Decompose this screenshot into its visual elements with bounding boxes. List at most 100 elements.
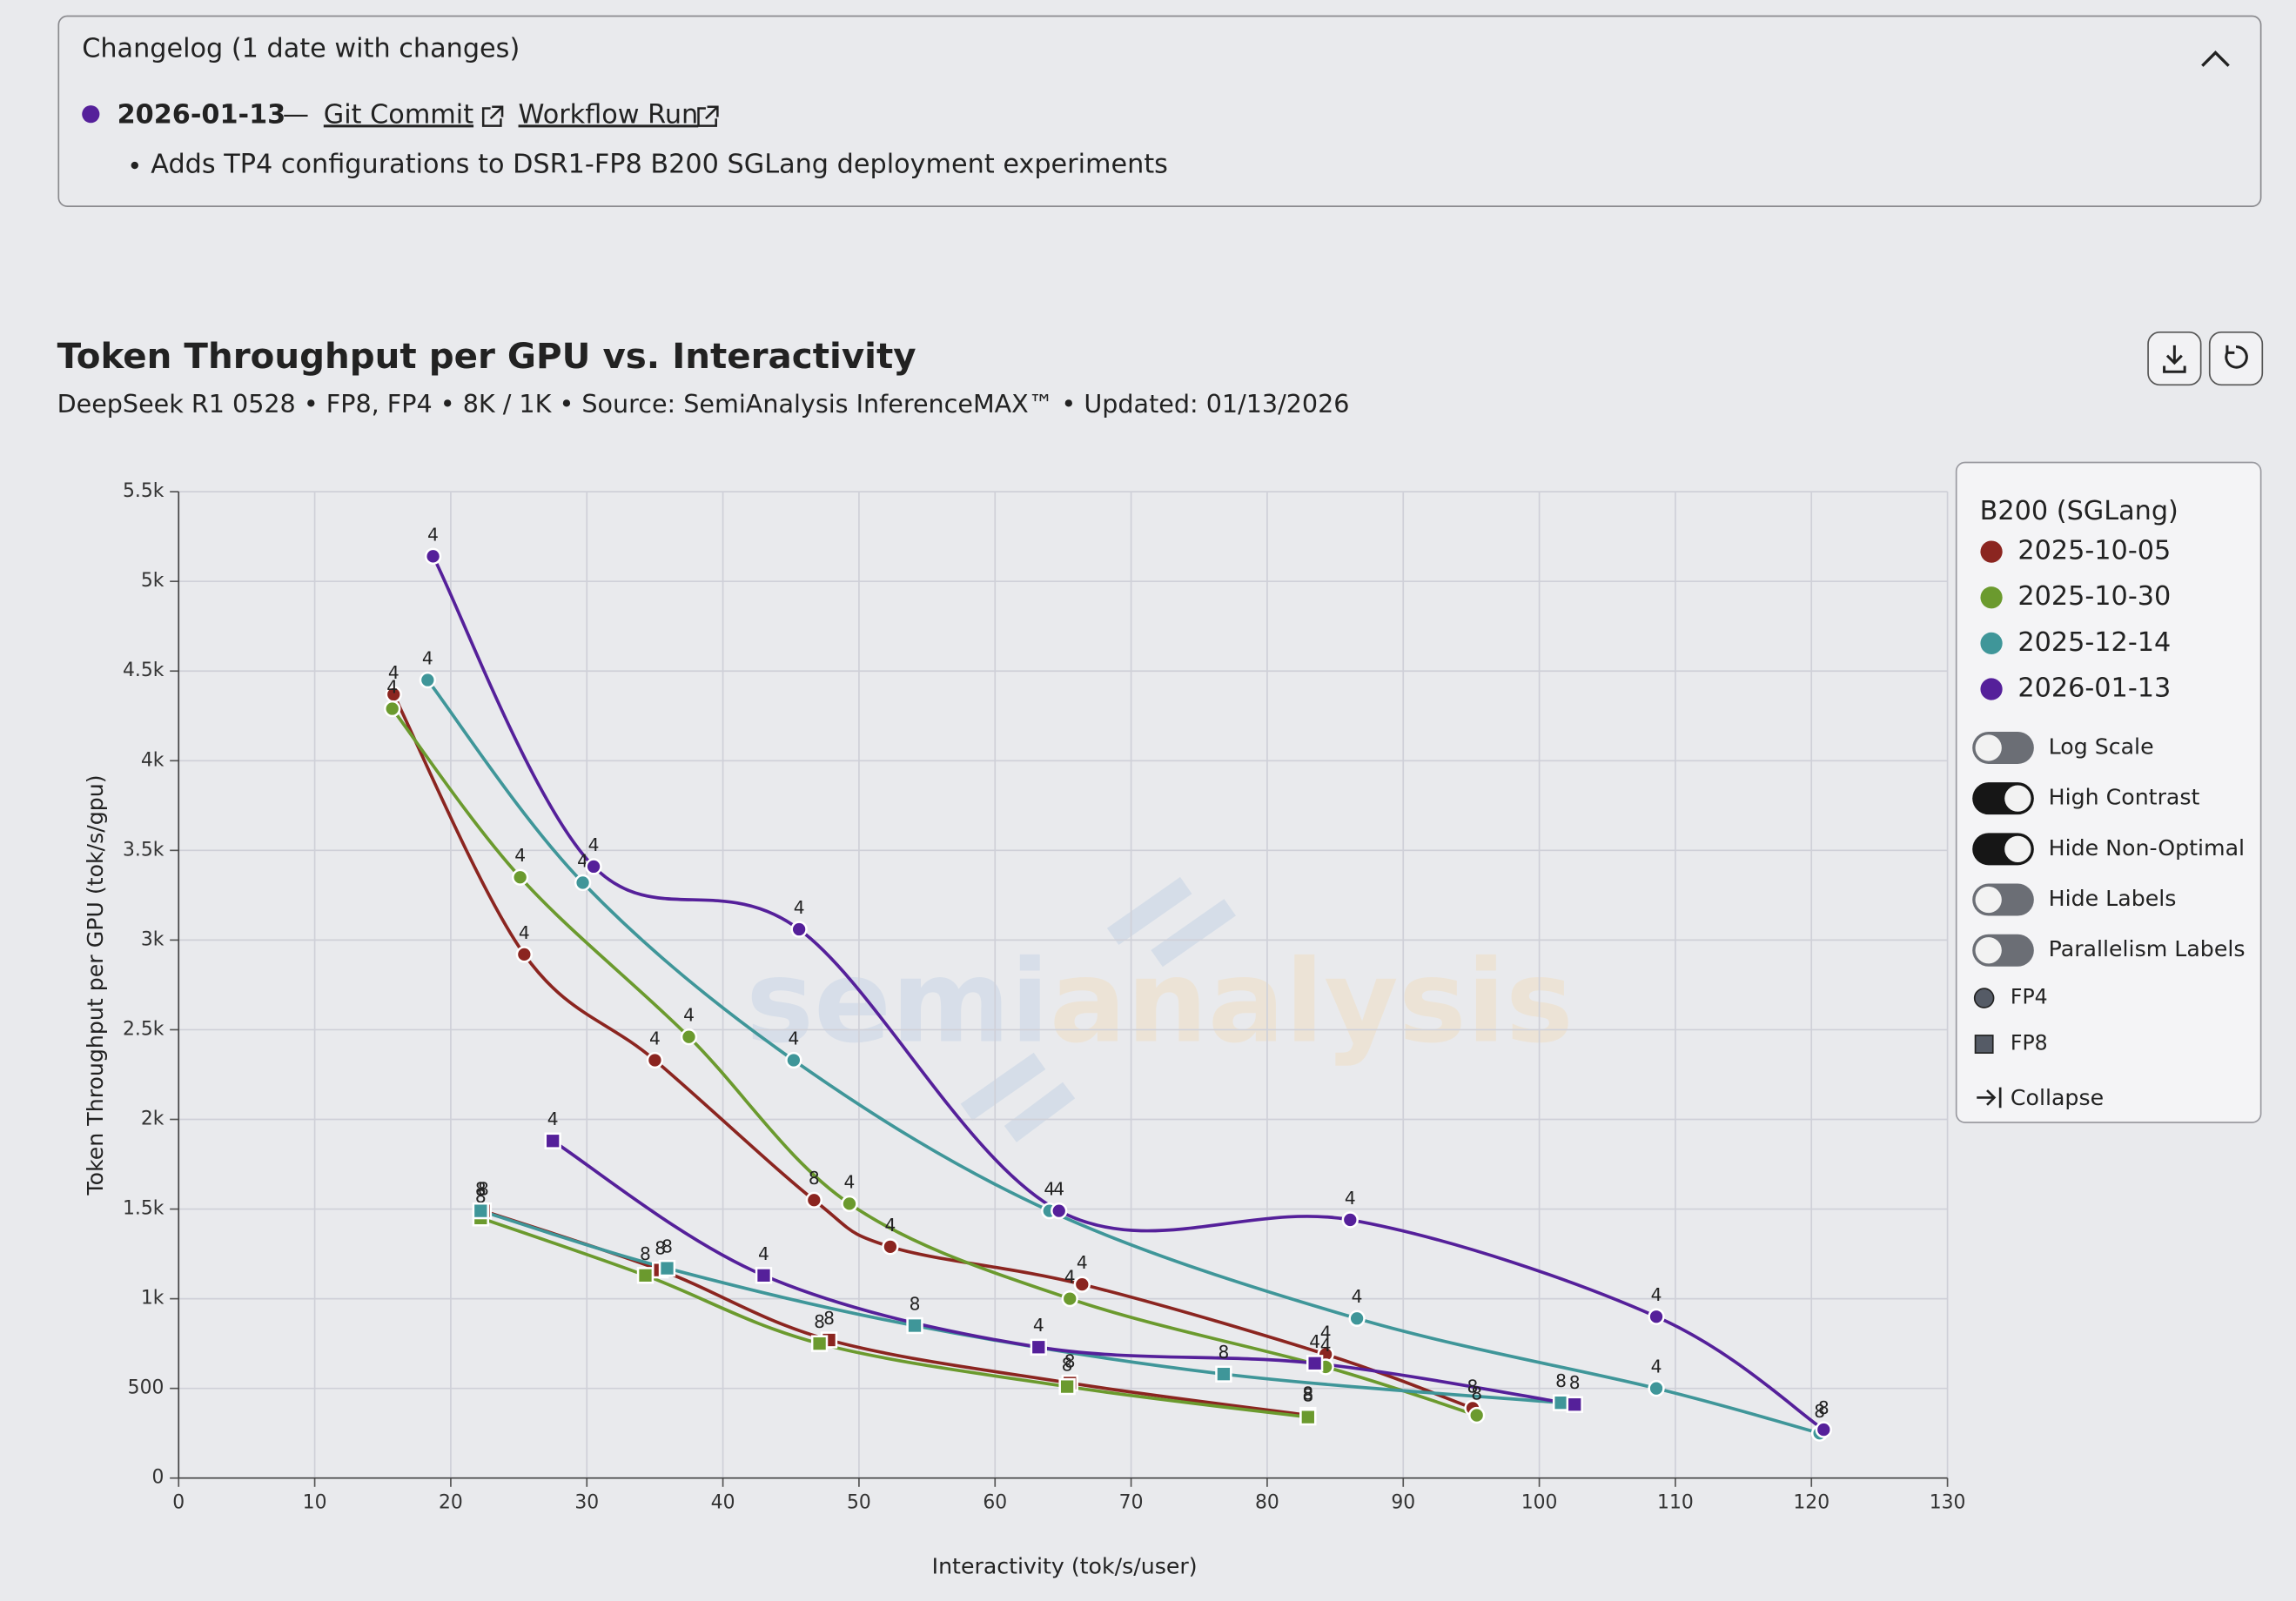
legend-swatch[interactable] xyxy=(1980,586,2003,609)
changelog-date: 2026-01-13 xyxy=(117,99,286,130)
data-point xyxy=(1341,1211,1359,1229)
legend-label[interactable]: 2025-12-14 xyxy=(2017,627,2171,658)
point-label: 8 xyxy=(475,1179,487,1200)
point-label: 4 xyxy=(794,897,805,918)
point-label: 4 xyxy=(588,834,600,855)
collapse-button[interactable]: Collapse xyxy=(2011,1085,2104,1110)
changelog-title: Changelog (1 date with changes) xyxy=(82,34,520,64)
data-point xyxy=(1030,1338,1047,1356)
separator: — xyxy=(283,99,309,130)
x-tick-label: 80 xyxy=(1255,1491,1279,1513)
point-label: 8 xyxy=(910,1293,921,1314)
data-point xyxy=(790,921,808,938)
data-point xyxy=(1061,1290,1078,1308)
point-label: 8 xyxy=(1218,1342,1229,1363)
reset-button[interactable] xyxy=(2208,331,2264,386)
point-label: 4 xyxy=(514,845,526,866)
link[interactable]: Git Commit xyxy=(324,99,473,130)
collapse-chevron[interactable] xyxy=(2201,50,2230,67)
point-label: 8 xyxy=(1569,1372,1581,1393)
data-point xyxy=(810,1335,829,1352)
y-axis-label: Token Throughput per GPU (tok/s/gpu) xyxy=(83,774,108,1196)
legend-label[interactable]: 2026-01-13 xyxy=(2017,673,2171,704)
toggle-label[interactable]: Log Scale xyxy=(2049,734,2154,759)
toggle-knob xyxy=(1975,734,2002,761)
legend-panel xyxy=(1955,461,2262,1123)
data-point xyxy=(585,858,602,875)
data-point xyxy=(1215,1365,1232,1383)
data-point xyxy=(511,868,529,886)
date-dot xyxy=(82,105,100,124)
changelog-panel xyxy=(57,15,2262,207)
point-label: 4 xyxy=(1352,1286,1363,1307)
toggle-label[interactable]: Hide Non-Optimal xyxy=(2049,835,2245,861)
data-point xyxy=(755,1267,773,1284)
marker-label: FP4 xyxy=(2011,985,2048,1009)
data-point xyxy=(646,1051,664,1069)
point-label: 4 xyxy=(1320,1322,1332,1343)
data-point xyxy=(1566,1396,1583,1413)
collapse-icon xyxy=(1977,1087,2002,1109)
y-tick-label: 4.5k xyxy=(123,660,164,681)
point-label: 8 xyxy=(655,1238,666,1259)
markers: 4448444888888444444888888444444888888444… xyxy=(384,524,1832,1442)
marker-swatch xyxy=(1973,988,1995,1008)
data-point xyxy=(882,1238,899,1256)
link[interactable]: Workflow Run xyxy=(519,99,699,130)
data-point xyxy=(1552,1394,1570,1411)
toggle-label[interactable]: Parallelism Labels xyxy=(2049,936,2246,961)
legend-label[interactable]: 2025-10-05 xyxy=(2017,536,2171,566)
y-tick-label: 5.5k xyxy=(123,480,164,502)
x-tick-label: 30 xyxy=(574,1491,599,1513)
legend-swatch[interactable] xyxy=(1980,540,2003,563)
external-icon xyxy=(697,105,719,127)
point-label: 4 xyxy=(1033,1315,1044,1336)
y-tick-label: 5k xyxy=(141,570,164,592)
point-label: 8 xyxy=(809,1168,820,1189)
legend-label[interactable]: 2025-10-30 xyxy=(2017,581,2171,612)
y-tick-label: 2.5k xyxy=(123,1018,164,1040)
toggle-label[interactable]: Hide Labels xyxy=(2049,886,2177,911)
data-point xyxy=(515,946,534,963)
point-label: 4 xyxy=(519,922,530,943)
watermark-part: analysis xyxy=(1050,935,1574,1068)
data-point xyxy=(906,1316,923,1335)
changelog-note: Adds TP4 configurations to DSR1-FP8 B200… xyxy=(151,150,1168,180)
legend-swatch[interactable] xyxy=(1980,632,2003,654)
data-point xyxy=(1058,1377,1076,1396)
toggle-knob xyxy=(1975,937,2002,964)
point-label: 4 xyxy=(649,1028,661,1048)
point-label: 8 xyxy=(1062,1355,1073,1376)
data-point xyxy=(1348,1310,1366,1327)
x-tick-label: 10 xyxy=(303,1491,327,1513)
point-label: 4 xyxy=(1345,1188,1356,1209)
data-point xyxy=(1073,1276,1091,1293)
legend: 2025-10-05 2025-10-30 2025-12-14 2026-01-13… xyxy=(1972,536,2246,1055)
toggle-label[interactable]: High Contrast xyxy=(2049,785,2200,810)
watermark-stroke xyxy=(960,876,1236,1142)
data-point xyxy=(384,700,401,718)
x-tick-label: 130 xyxy=(1930,1491,1966,1513)
y-tick-label: 4k xyxy=(141,749,164,771)
point-label: 8 xyxy=(478,1179,489,1200)
data-point xyxy=(841,1195,858,1213)
toggle-knob xyxy=(2004,785,2031,812)
download-icon xyxy=(2163,345,2186,373)
y-tick-label: 2k xyxy=(141,1109,164,1130)
data-point xyxy=(1306,1355,1324,1372)
point-label: 4 xyxy=(1309,1331,1320,1352)
y-tick-label: 0 xyxy=(152,1467,164,1489)
data-point xyxy=(1648,1379,1665,1397)
y-tick-label: 500 xyxy=(128,1377,164,1399)
point-label: 4 xyxy=(1651,1356,1662,1377)
data-point xyxy=(424,547,442,565)
point-label: 4 xyxy=(788,1028,799,1048)
data-point xyxy=(472,1202,489,1220)
point-label: 4 xyxy=(683,1005,695,1026)
point-label: 4 xyxy=(388,662,399,683)
point-label: 8 xyxy=(1302,1383,1313,1404)
marker-label: FP8 xyxy=(2011,1031,2048,1055)
legend-swatch[interactable] xyxy=(1980,678,2003,700)
y-tick-label: 3.5k xyxy=(123,839,164,861)
